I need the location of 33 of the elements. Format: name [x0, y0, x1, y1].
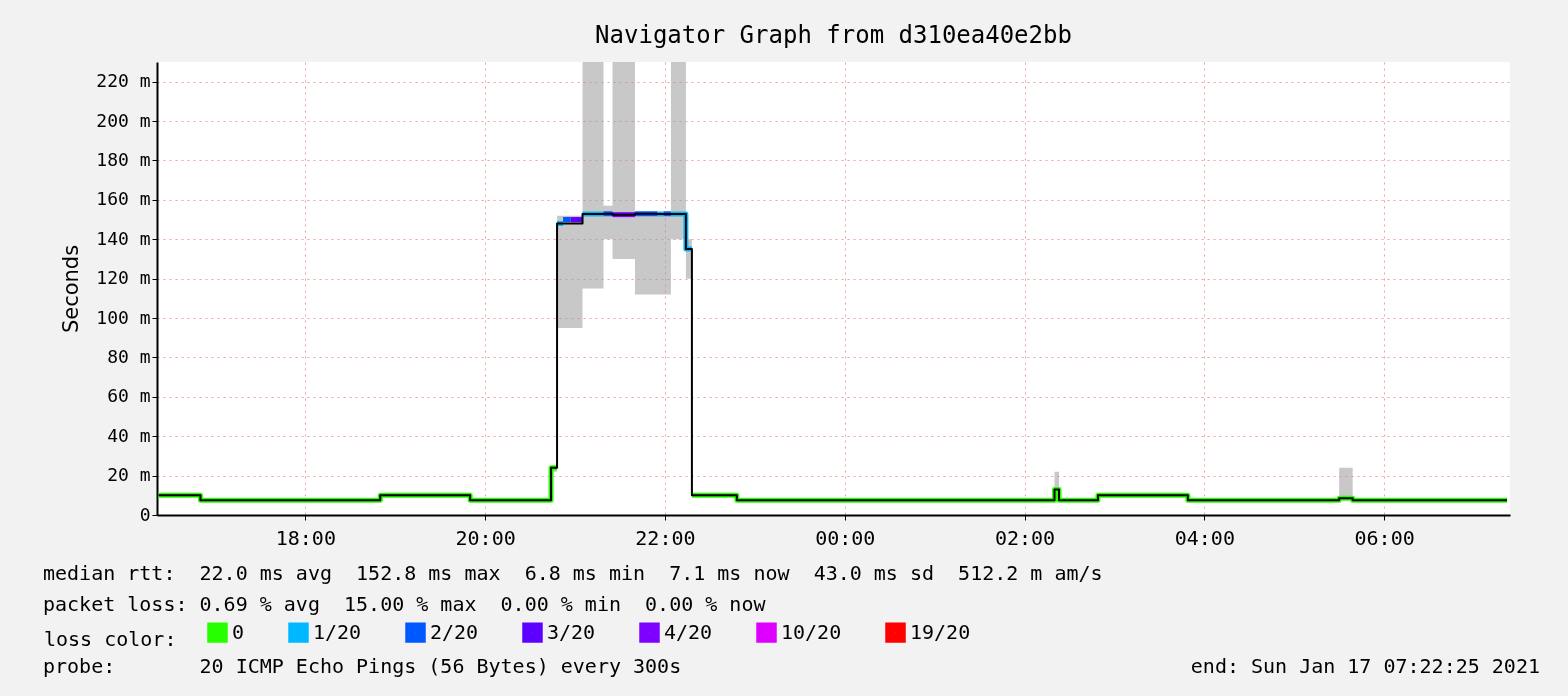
- y-tick-label: 100 m: [96, 306, 151, 328]
- text: probe: 20 ICMP Echo Pings (56 Bytes) every 300s: [43, 654, 682, 678]
- y-tick-label: 60 m: [107, 385, 151, 407]
- legend-label: 10/20: [781, 619, 842, 644]
- x-tick-label: 06:00: [1354, 525, 1415, 550]
- legend-label: 2/20: [430, 619, 479, 644]
- x-tick-label: 22:00: [635, 525, 696, 550]
- legend-label: 4/20: [664, 619, 713, 644]
- x-tick-label: 00:00: [815, 525, 876, 550]
- y-tick-label: 140 m: [96, 227, 151, 249]
- text: packet loss: 0.69 % avg 15.00 % max 0.00 % min 0.00 % now: [43, 592, 766, 616]
- x-tick-label: 20:00: [455, 525, 516, 550]
- legend-label: 1/20: [313, 619, 362, 644]
- legend-title: loss color:: [44, 627, 177, 651]
- text: end: Sun Jan 17 07:22:25 2021: [1190, 654, 1540, 678]
- y-tick-label: 120 m: [96, 267, 151, 289]
- legend-label: 19/20: [910, 619, 971, 644]
- x-tick-label: 04:00: [1174, 525, 1235, 550]
- y-tick-label: 160 m: [96, 188, 151, 210]
- legend-label: 3/20: [547, 619, 596, 644]
- y-tick-label: 200 m: [96, 109, 151, 131]
- y-tick-label: 180 m: [96, 148, 151, 170]
- y-tick-label: 20 m: [107, 464, 151, 486]
- x-tick-label: 02:00: [994, 525, 1056, 550]
- y-tick-label: 220 m: [96, 70, 151, 92]
- y-tick-label: 40 m: [107, 424, 151, 446]
- legend-label: 0: [232, 619, 245, 644]
- y-tick-label: 80 m: [107, 345, 151, 367]
- x-tick-label: 18:00: [275, 525, 336, 550]
- y-tick-label: 0: [139, 503, 151, 525]
- chart-title: Navigator Graph from d310ea40e2bb: [595, 21, 1072, 49]
- text: median rtt: 22.0 ms avg 152.8 ms max 6.8 ms min 7.1 ms now 43.0 ms sd 512.2 m am/s: [43, 561, 1103, 585]
- y-axis-title: Seconds: [59, 244, 84, 334]
